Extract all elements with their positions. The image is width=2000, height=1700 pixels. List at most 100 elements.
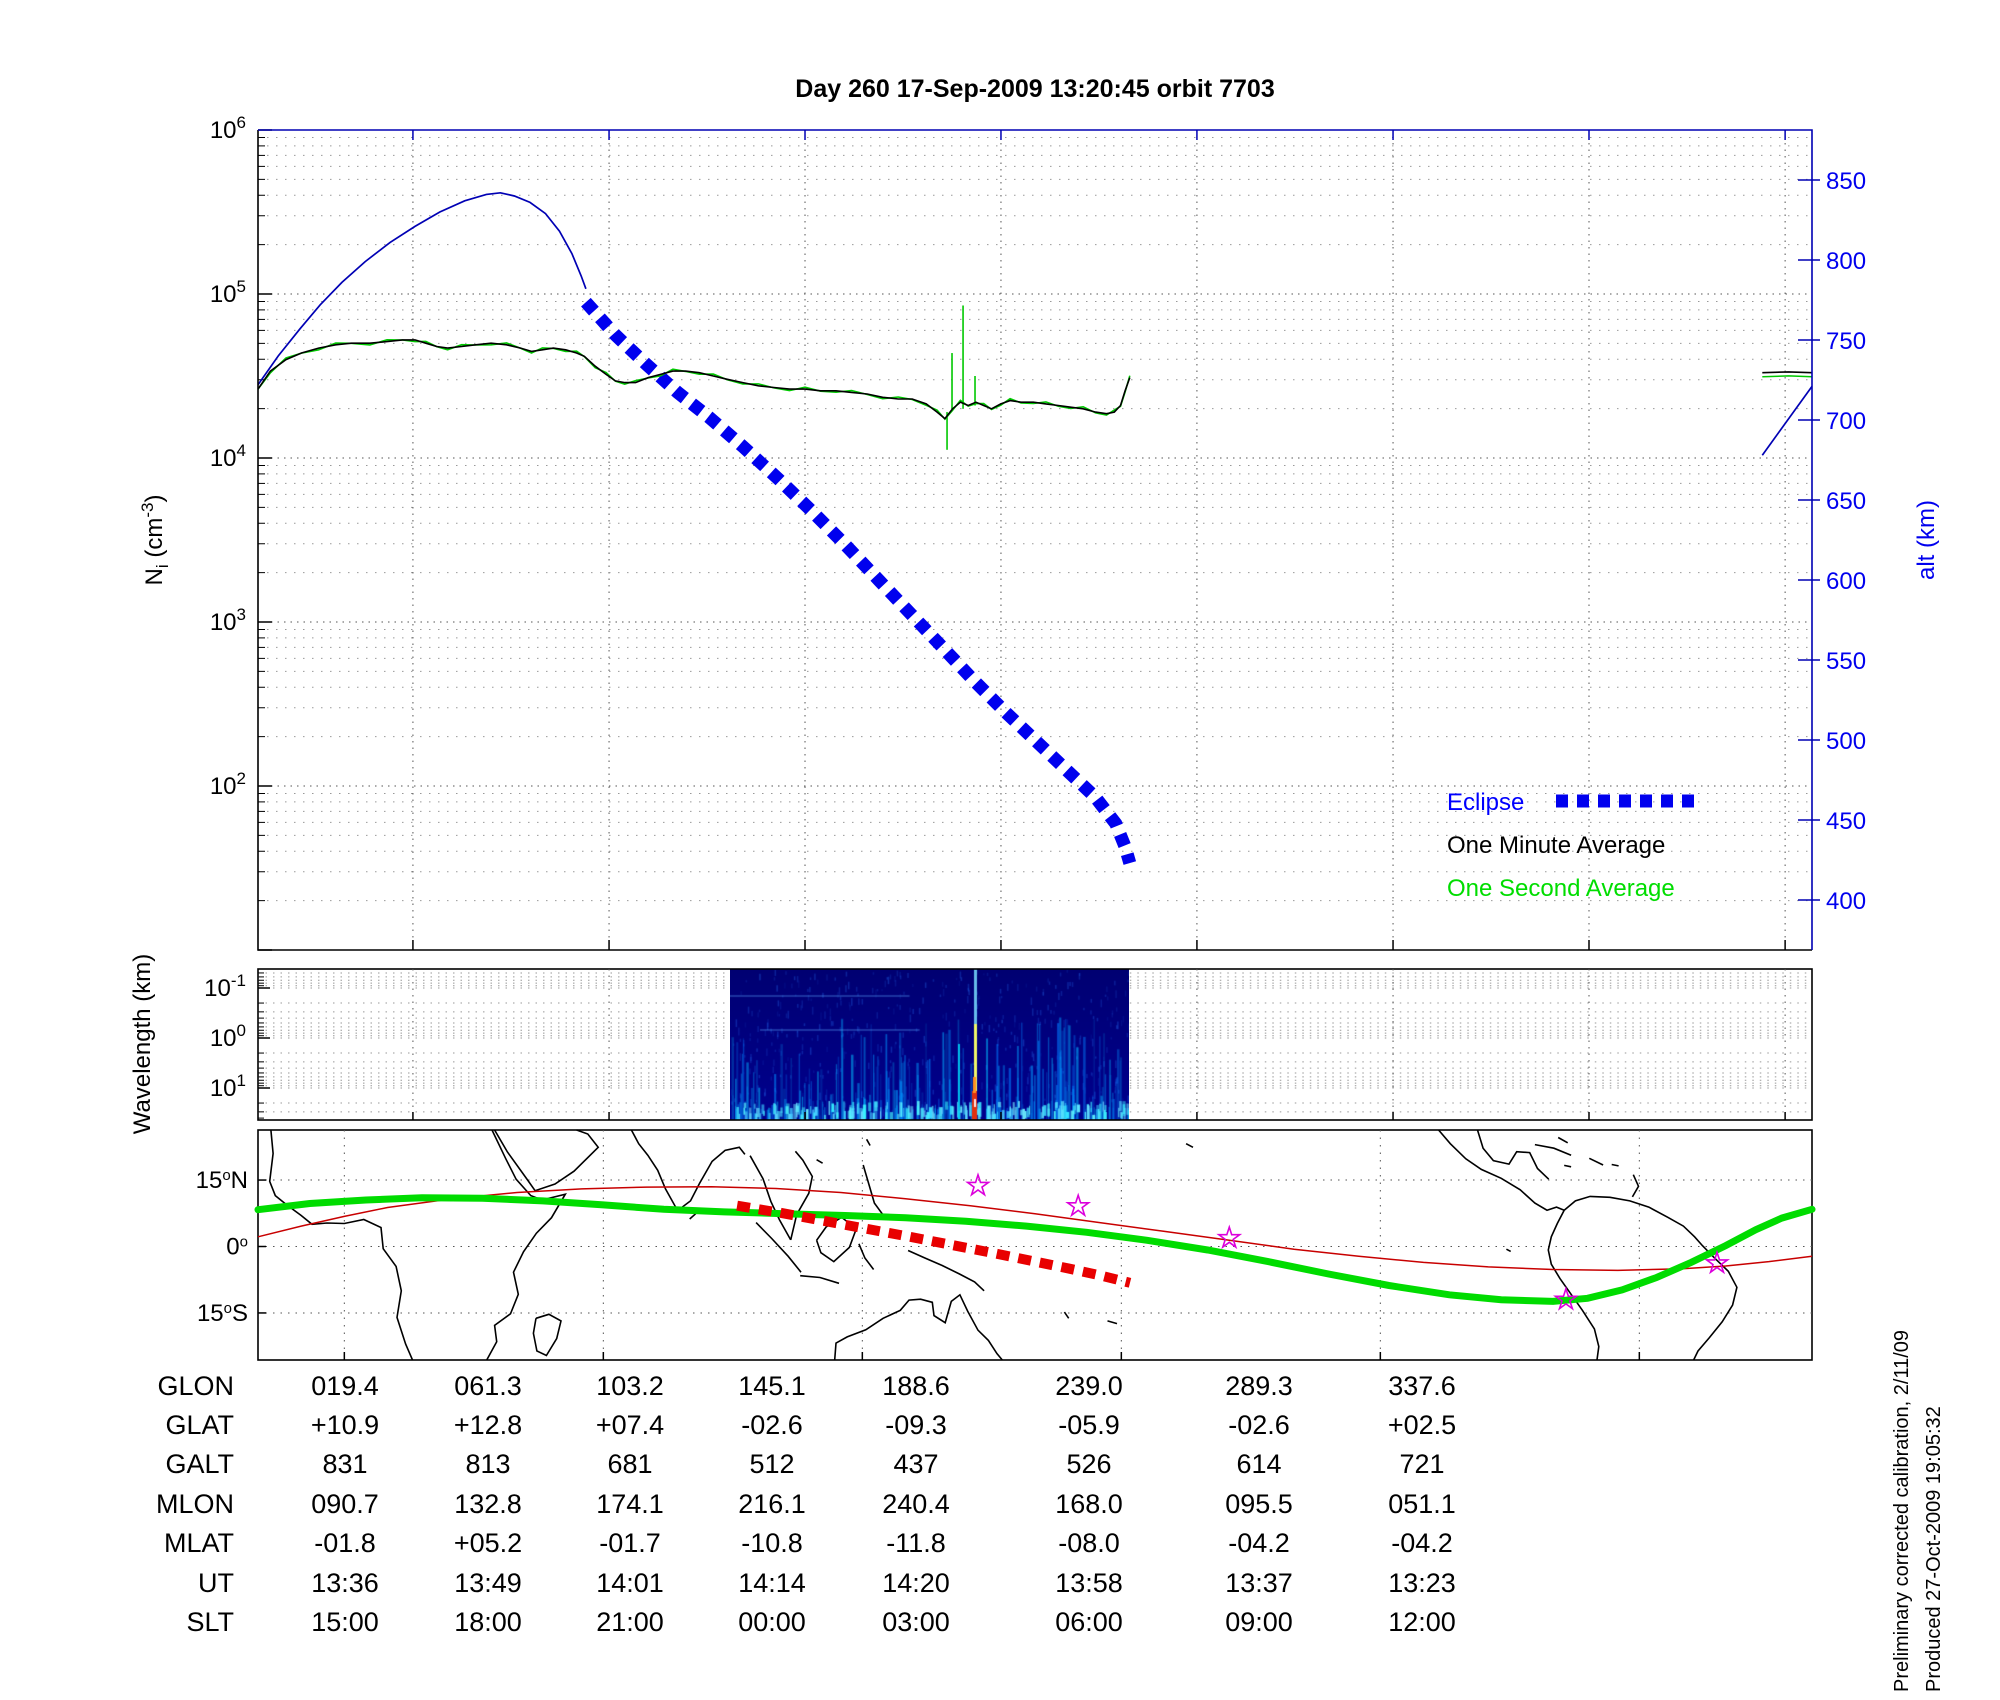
coastline [800, 1274, 840, 1285]
wavelength-axis-label: Wavelength (km) [129, 954, 156, 1135]
table-cell: 090.7 [311, 1489, 379, 1519]
coastline [755, 1222, 802, 1273]
table-cell: 019.4 [311, 1371, 379, 1401]
table-cell: 13:36 [311, 1568, 379, 1598]
generated-chart-layers: 850 800 750 700 650 600 550 500 450 400 106 105 104 1… [138, 113, 1866, 1637]
table-cell: -01.7 [599, 1528, 661, 1558]
table-row-label: GLON [157, 1371, 234, 1401]
table-cell: 14:01 [596, 1568, 664, 1598]
table-cell: 12:00 [1388, 1607, 1456, 1637]
altitude-tick-label: 700 [1826, 408, 1866, 435]
coastline [1476, 1129, 1550, 1180]
average-end-black [1762, 371, 1813, 374]
coastline [816, 1159, 824, 1164]
table-cell: -04.2 [1391, 1528, 1453, 1558]
coastline [1185, 1142, 1194, 1149]
density-tick-label: 105 [210, 277, 246, 308]
coastline [1534, 1143, 1572, 1156]
legend-eclipse-label: Eclipse [1447, 789, 1524, 816]
density-tick-label: 103 [210, 605, 246, 636]
table-row-label: MLAT [164, 1528, 234, 1558]
altitude-tick-label: 750 [1826, 328, 1866, 355]
altitude-tick-label: 500 [1826, 728, 1866, 755]
table-cell: -02.6 [1228, 1410, 1290, 1440]
altitude-tick-label: 650 [1826, 488, 1866, 515]
coastline [833, 1293, 1003, 1361]
density-axis-ticks: 850 800 750 700 650 600 550 500 450 400 106 105 104 1… [138, 113, 1866, 951]
average-end-green [1762, 375, 1813, 378]
altitude-tick-label: 800 [1826, 248, 1866, 275]
table-cell: 00:00 [738, 1607, 806, 1637]
table-cell: 13:49 [454, 1568, 522, 1598]
coastline [1563, 1195, 1738, 1361]
density-frame-black [257, 130, 1812, 951]
wavelength-frame [257, 968, 1813, 1121]
table-cell: 09:00 [1225, 1607, 1293, 1637]
coastline [1107, 1320, 1118, 1325]
table-cell: 061.3 [454, 1371, 522, 1401]
altitude-tick-label: 450 [1826, 808, 1866, 835]
one-minute-average-curve [257, 339, 1131, 420]
table-cell: -01.8 [314, 1528, 376, 1558]
altitude-tick-label: 550 [1826, 648, 1866, 675]
density-tick-label: 106 [210, 113, 246, 144]
table-cell: +05.2 [454, 1528, 522, 1558]
density-frame-blue [258, 129, 1813, 950]
table-cell: 174.1 [596, 1489, 664, 1519]
table-cell: -02.6 [741, 1410, 803, 1440]
map-lat-label: 0o [226, 1234, 248, 1261]
table-cell: 813 [465, 1449, 510, 1479]
coastline [1564, 1164, 1572, 1168]
table-cell: 13:58 [1055, 1568, 1123, 1598]
map-frame [257, 1129, 1813, 1361]
table-cell: 188.6 [882, 1371, 950, 1401]
table-cell: 168.0 [1055, 1489, 1123, 1519]
table-cell: 06:00 [1055, 1607, 1123, 1637]
table-cell: 14:20 [882, 1568, 950, 1598]
table-row-label: MLON [156, 1489, 234, 1519]
table-cell: 13:23 [1388, 1568, 1456, 1598]
coastline [749, 1155, 792, 1241]
produced-note: Produced 27-Oct-2009 19:05:32 [1923, 1406, 1945, 1692]
density-tick-label: 102 [210, 769, 246, 800]
table-cell: +10.9 [311, 1410, 379, 1440]
table-cell: 18:00 [454, 1607, 522, 1637]
table-row-label: GLAT [165, 1410, 234, 1440]
table-cell: 103.2 [596, 1371, 664, 1401]
table-cell: -09.3 [885, 1410, 947, 1440]
coastline [268, 1129, 414, 1361]
table-cell: -11.8 [886, 1528, 946, 1558]
coastline [858, 1243, 875, 1270]
table-cell: 512 [749, 1449, 794, 1479]
table-cell: 681 [607, 1449, 652, 1479]
map-lat-label: 15oN [196, 1167, 248, 1194]
map-eclipse-dashed-line [736, 1200, 1132, 1288]
density-tick-label: 104 [210, 441, 246, 472]
coastline [907, 1249, 985, 1292]
ground-station-star [1216, 1224, 1243, 1250]
table-cell: +12.8 [454, 1410, 522, 1440]
table-cell: -10.8 [741, 1528, 803, 1558]
ground-station-star [965, 1172, 991, 1197]
coastline [486, 1129, 567, 1361]
table-cell: 289.3 [1225, 1371, 1293, 1401]
altitude-curve [257, 191, 587, 386]
table-cell: 526 [1066, 1449, 1111, 1479]
table-cell: 051.1 [1388, 1489, 1456, 1519]
table-cell: -05.9 [1058, 1410, 1120, 1440]
map-lat-label: 15oS [197, 1300, 248, 1327]
coastline [1547, 1209, 1600, 1361]
coastline [1611, 1163, 1619, 1167]
table-cell: 145.1 [738, 1371, 806, 1401]
table-cell: 21:00 [596, 1607, 664, 1637]
ground-station-star [1553, 1286, 1579, 1311]
altitude-tick-label: 850 [1826, 168, 1866, 195]
density-series [257, 191, 1813, 865]
table-cell: 14:14 [738, 1568, 806, 1598]
panel-frames [257, 129, 1813, 1361]
table-cell: 240.4 [882, 1489, 950, 1519]
ground-track-line [254, 1194, 1816, 1305]
coastline [1063, 1311, 1070, 1319]
coastline [1588, 1157, 1604, 1166]
